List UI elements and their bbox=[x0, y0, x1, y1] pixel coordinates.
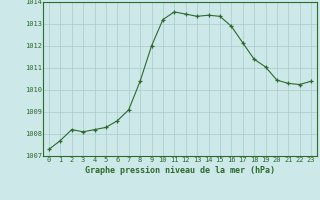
X-axis label: Graphe pression niveau de la mer (hPa): Graphe pression niveau de la mer (hPa) bbox=[85, 166, 275, 175]
